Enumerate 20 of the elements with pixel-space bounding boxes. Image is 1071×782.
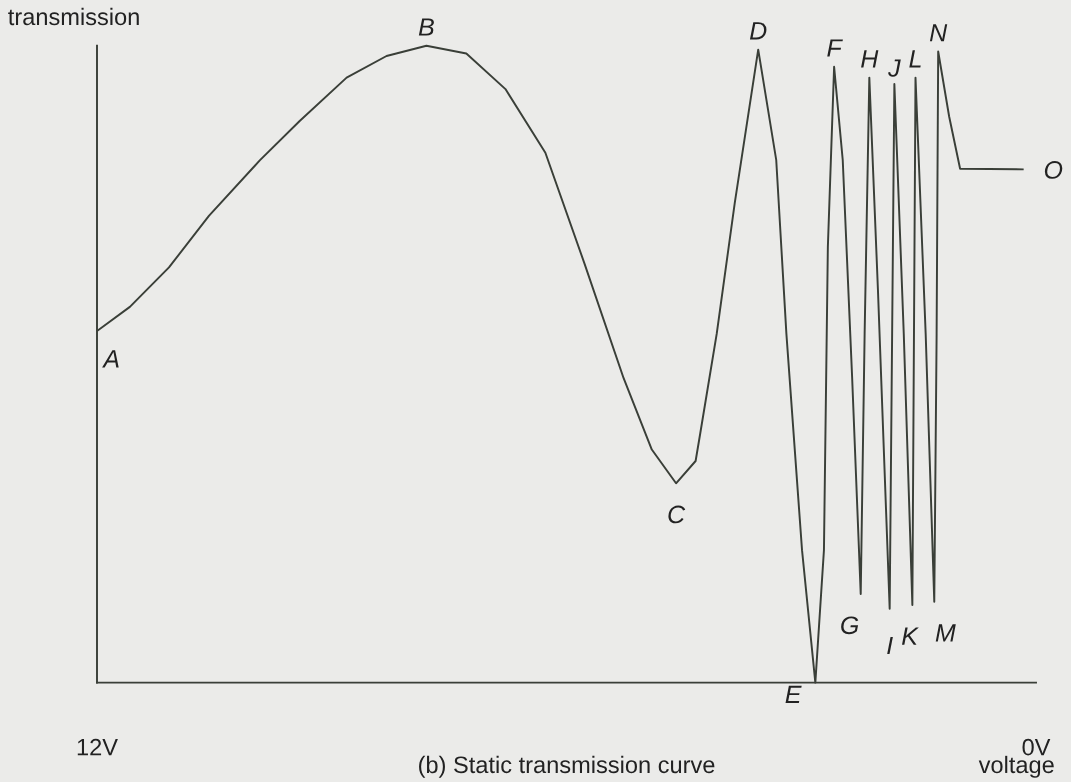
- x-tick-label: 0V: [1022, 738, 1051, 756]
- annotation: K: [902, 627, 919, 645]
- annotation: J: [888, 59, 901, 77]
- y-axis-title: transmission: [8, 7, 139, 26]
- annotation: F: [827, 39, 843, 57]
- annotation: I: [887, 636, 893, 655]
- annotation: B: [418, 18, 434, 36]
- annotation: H: [861, 50, 879, 68]
- annotation: G: [841, 616, 859, 635]
- annotation: E: [785, 685, 802, 703]
- annotation: C: [668, 505, 686, 524]
- annotation: N: [929, 24, 948, 42]
- x-tick-label: 12V: [77, 738, 118, 756]
- annotation: A: [102, 350, 119, 368]
- annotation: O: [1044, 161, 1063, 179]
- annotation: L: [909, 50, 921, 68]
- annotation: M: [935, 624, 956, 642]
- x-axis-title: voltage: [978, 755, 1054, 778]
- text: (b) Static transmission curve: [419, 755, 715, 778]
- annotation: D: [749, 22, 767, 40]
